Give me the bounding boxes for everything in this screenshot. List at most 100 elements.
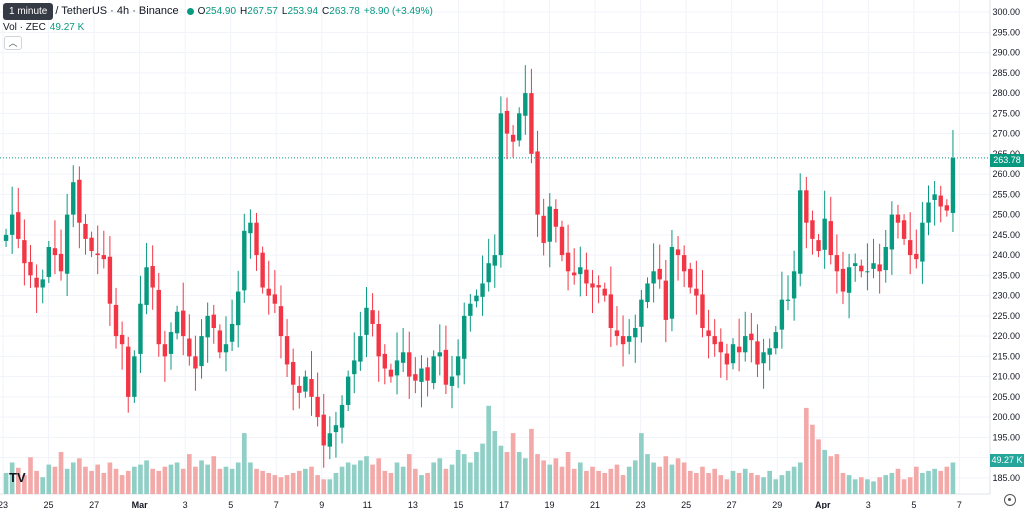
volume-bar — [498, 445, 504, 494]
time-tick-label: 29 — [772, 500, 782, 509]
volume-bar — [865, 479, 870, 494]
candle-body — [327, 433, 333, 447]
candle-body — [553, 208, 559, 227]
candle-body — [254, 222, 259, 256]
volume-bar — [199, 460, 204, 494]
time-tick-label: 21 — [590, 500, 600, 509]
volume-bar — [559, 466, 565, 494]
candle-body — [28, 261, 33, 276]
market-status-icon — [186, 7, 194, 15]
candle-body — [755, 341, 760, 365]
volume-bar — [83, 466, 88, 494]
price-tick-label: 255.00 — [992, 189, 1020, 199]
volume-bar — [895, 468, 901, 494]
candle-body — [400, 352, 406, 363]
volume-bar — [767, 470, 772, 494]
volume-bar — [474, 452, 479, 494]
candle-body — [150, 266, 155, 288]
volume-bar — [394, 462, 400, 494]
tradingview-logo-icon[interactable]: TV — [9, 470, 26, 485]
candle-body — [541, 215, 546, 243]
candle-body — [578, 267, 583, 275]
volume-bar — [138, 464, 143, 494]
candle-body — [730, 344, 736, 364]
price-tick-label: 300.00 — [992, 7, 1020, 17]
time-tick-label: 27 — [89, 500, 99, 509]
volume-bar — [400, 466, 406, 494]
volume-bar — [663, 456, 669, 494]
volume-legend: Vol · ZEC 49.27 K — [3, 22, 84, 33]
volume-bar — [150, 468, 155, 494]
volume-bar — [144, 460, 149, 494]
volume-bar — [755, 475, 760, 494]
time-tick-label: 17 — [499, 500, 509, 509]
time-tick-label: 15 — [453, 500, 463, 509]
chevron-up-icon[interactable]: ︿ — [4, 36, 22, 50]
candle-body — [431, 356, 436, 384]
interval-tooltip: 1 minute — [3, 2, 54, 20]
volume-bar — [168, 464, 174, 494]
volume-bar — [602, 473, 608, 494]
volume-bar — [822, 449, 827, 494]
candle-body — [608, 294, 614, 328]
volume-bar — [516, 452, 522, 494]
candle-body — [914, 253, 919, 260]
volume-bar — [632, 460, 638, 494]
candle-body — [950, 157, 956, 213]
volume-bar — [284, 475, 290, 494]
candle-body — [101, 255, 106, 260]
symbol-title[interactable]: / TetherUS · 4h · Binance — [55, 5, 179, 17]
candle-body — [492, 255, 497, 266]
candle-body — [199, 336, 204, 367]
candle-body — [205, 315, 210, 338]
volume-bar — [889, 473, 895, 494]
candle-body — [504, 110, 510, 134]
volume-bar — [205, 464, 210, 494]
volume-bar — [938, 470, 944, 494]
candle-body — [816, 240, 821, 252]
price-tick-label: 185.00 — [992, 473, 1020, 483]
volume-bar — [541, 460, 546, 494]
volume-bar — [351, 464, 357, 494]
volume-bar — [58, 452, 64, 494]
volume-tag: 49.27 K — [990, 454, 1024, 467]
volume-bar — [388, 473, 394, 494]
candle-body — [657, 268, 662, 280]
ohlc-open: O254.90 — [197, 5, 237, 17]
candle-body — [260, 252, 265, 288]
volume-bar — [657, 466, 663, 494]
volume-bar — [449, 464, 455, 494]
candle-body — [3, 234, 9, 241]
volume-bar — [162, 466, 168, 494]
candle-body — [767, 348, 772, 355]
volume-bar — [425, 473, 430, 494]
candle-body — [853, 263, 858, 267]
price-tick-label: 265.00 — [992, 149, 1020, 159]
candle-body — [443, 349, 449, 385]
volume-bar — [590, 466, 595, 494]
candle-body — [71, 182, 76, 215]
candle-body — [83, 223, 88, 239]
candle-body — [663, 280, 669, 320]
candle-body — [584, 269, 589, 284]
volume-bar — [327, 479, 333, 494]
volume-bar — [364, 456, 369, 494]
candle-body — [309, 379, 314, 397]
candle-body — [828, 221, 833, 256]
candle-body — [64, 214, 70, 274]
volume-value: 49.27 K — [49, 22, 85, 33]
candle-body — [303, 376, 308, 392]
price-tick-label: 230.00 — [992, 291, 1020, 301]
time-tick-label: 25 — [44, 500, 54, 509]
volume-bar — [522, 458, 528, 494]
chart-legend: 1 minute / TetherUS · 4h · Binance O254.… — [0, 2, 437, 20]
time-tick-label: 7 — [274, 500, 279, 509]
time-tick-label: 3 — [866, 500, 871, 509]
price-tick-label: 205.00 — [992, 392, 1020, 402]
volume-bar — [187, 454, 192, 494]
volume-bar — [40, 477, 46, 494]
volume-bar — [901, 479, 907, 494]
settings-gear-icon[interactable] — [1004, 494, 1016, 506]
candle-body — [419, 368, 424, 382]
